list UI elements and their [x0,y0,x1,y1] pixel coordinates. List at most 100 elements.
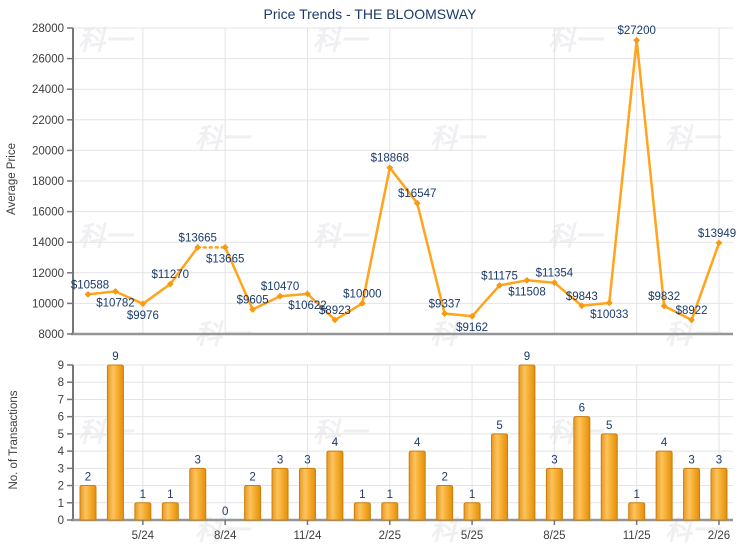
bar-value-label: 1 [359,489,365,501]
price-data-label: $10588 [71,279,109,291]
price-data-label: $10000 [343,288,381,300]
price-data-label: $8922 [676,305,708,317]
price-data-label: $11175 [481,270,518,282]
x-axis-tick-label: 2/26 [708,530,730,542]
transactions-chart-y-tick-label: 4 [58,446,65,458]
price-point-marker [605,299,613,307]
price-point-marker [331,316,339,324]
price-chart-y-tick-label: 28000 [32,23,64,35]
transactions-bar [244,485,262,521]
price-data-label: $10033 [590,309,628,321]
transactions-bar [161,502,179,521]
watermark-text: 科一 [313,25,367,56]
price-point-marker [550,279,558,287]
watermark-text: 科一 [665,123,719,154]
watermark-text: 科一 [430,123,484,154]
y-axis-label-transactions: No. of Transactions [8,390,20,490]
bar-value-label: 4 [414,437,421,449]
price-point-marker [249,306,257,313]
bar-value-label: 3 [551,454,557,466]
price-data-label: $10622 [288,300,326,312]
y-axis-label-average-price: Average Price [6,142,18,216]
price-point-marker [139,300,147,308]
price-point-marker [194,243,202,251]
price-chart-y-tick-label: 8000 [38,329,64,341]
transactions-bar [271,467,289,521]
price-chart-y-tick-label: 20000 [32,145,64,157]
bar-value-label: 1 [633,489,639,501]
x-axis-tick-label: 11/24 [294,530,323,542]
price-data-label: $9605 [237,294,269,306]
bar-value-label: 3 [688,454,694,466]
price-data-label: $27200 [618,25,656,37]
transactions-chart-y-tick-label: 8 [58,377,64,389]
price-chart-y-tick-label: 18000 [32,176,64,188]
price-data-label: $11270 [152,269,190,281]
price-point-marker [523,276,531,284]
price-data-label: $9976 [127,310,159,322]
price-chart-y-tick-label: 24000 [32,84,64,96]
price-data-label: $11508 [508,286,546,298]
price-data-label: $13665 [179,232,217,244]
transactions-bar [106,364,124,521]
price-chart-y-tick-label: 12000 [32,268,64,280]
transactions-chart-y-tick-label: 1 [58,498,64,510]
transactions-chart-y-tick-label: 2 [58,481,64,493]
price-chart-y-tick-label: 16000 [32,207,64,219]
watermark-text: 科一 [313,417,367,448]
transactions-bar [353,502,371,521]
bar-value-label: 1 [167,489,173,501]
bar-value-label: 9 [112,351,118,363]
transactions-bar [189,467,207,521]
price-point-marker [578,302,586,310]
price-data-label: $10470 [261,281,299,293]
transactions-bar [326,450,344,521]
transactions-bar [518,364,536,521]
price-data-label: $9832 [648,291,680,303]
price-point-marker [276,292,284,300]
bar-value-label: 4 [661,437,668,449]
transactions-chart-y-tick-label: 7 [58,394,64,406]
price-data-label: $16547 [398,188,436,200]
price-point-marker [688,316,695,324]
transactions-chart-y-tick-label: 9 [58,360,64,372]
transactions-bar [79,485,97,521]
price-data-label: $13665 [206,253,244,265]
transactions-chart-y-tick-label: 3 [58,463,64,475]
bar-value-label: 2 [441,472,447,484]
price-data-label: $18868 [371,153,409,165]
price-point-marker [660,302,668,310]
transactions-bar [491,433,509,521]
transactions-bar [436,485,454,521]
watermark-text: 科一 [313,221,367,252]
price-point-marker [441,310,449,317]
price-chart-y-tick-label: 14000 [32,237,64,249]
price-chart-y-tick-label: 26000 [32,54,64,66]
watermark-text: 科一 [548,25,602,56]
bar-value-label: 1 [387,489,393,501]
price-chart-y-tick-label: 22000 [32,115,64,127]
transactions-bar [134,502,152,521]
bar-value-label: 1 [140,489,146,501]
price-point-marker [413,199,421,207]
price-data-label: $10782 [96,297,134,309]
price-point-marker [112,288,119,295]
transactions-chart-y-tick-label: 5 [58,429,64,441]
price-chart-y-tick-label: 10000 [32,298,64,310]
x-axis-tick-label: 2/25 [379,530,401,542]
price-data-label: $11354 [536,268,574,280]
bar-value-label: 5 [496,420,502,432]
transactions-bar [710,467,728,521]
chart-title: Price Trends - THE BLOOMSWAY [263,6,477,22]
bar-value-label: 1 [469,489,475,501]
transactions-bar [381,502,399,521]
watermark-text: 科一 [78,25,132,56]
transactions-chart-y-tick-label: 6 [58,412,64,424]
bar-value-label: 3 [716,454,722,466]
watermark-text: 科一 [78,221,132,252]
x-axis-tick-label: 11/25 [623,530,651,542]
transactions-bar [463,502,481,521]
price-point-marker [84,291,92,298]
